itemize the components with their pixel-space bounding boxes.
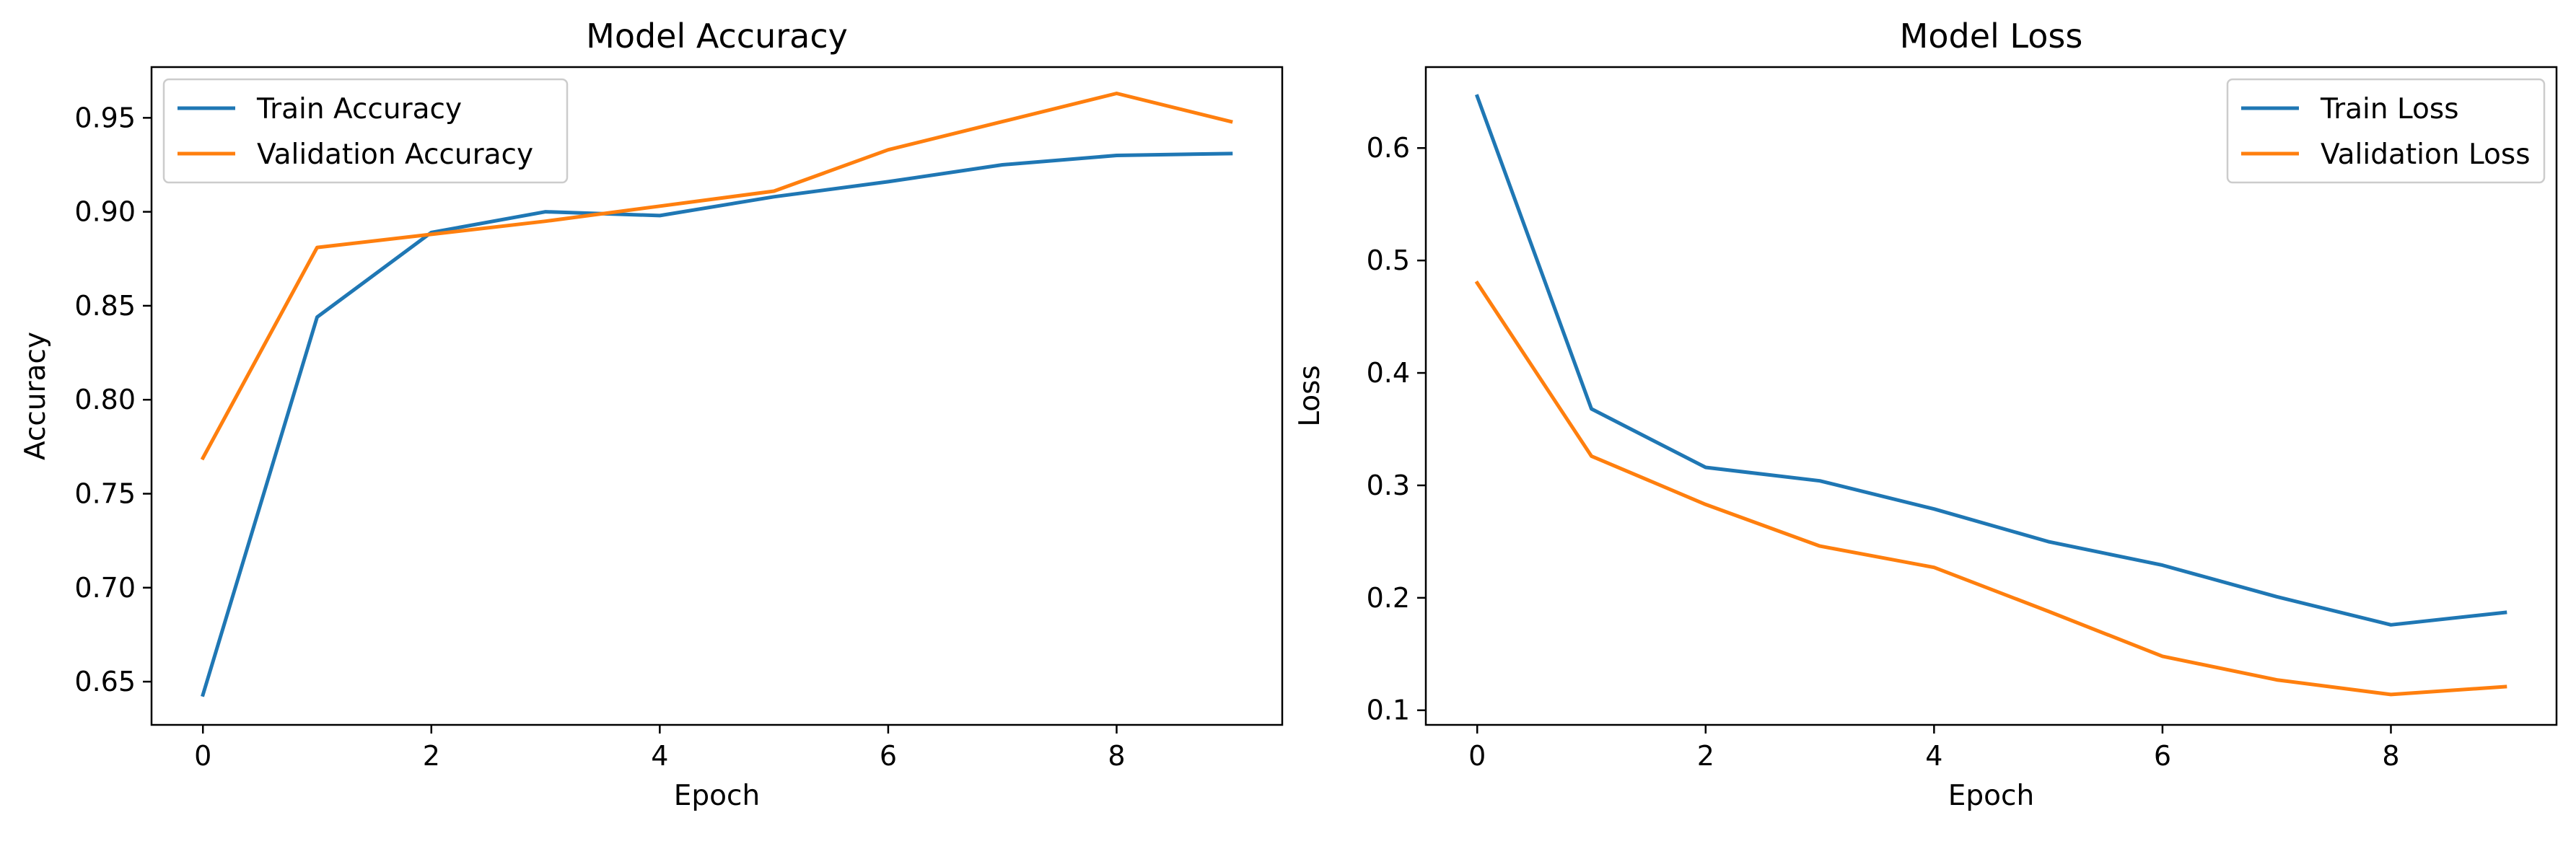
y-tick-label: 0.5 (1367, 245, 1410, 276)
y-tick-label: 0.1 (1367, 695, 1410, 726)
legend-entry-train-loss: Train Loss (2320, 93, 2459, 126)
y-tick-label: 0.95 (74, 102, 136, 133)
legend: Train Loss Validation Loss (2226, 78, 2546, 184)
y-tick-label: 0.90 (74, 196, 136, 228)
x-axis-label: Epoch (1948, 780, 2034, 812)
series-line-validation-loss (1474, 280, 2507, 697)
legend-box (2226, 78, 2546, 184)
y-tick-label: 0.4 (1367, 357, 1410, 389)
legend: Train Accuracy Validation Accuracy (162, 78, 569, 184)
x-tick-label: 6 (880, 740, 897, 772)
y-tick-label: 0.80 (74, 384, 136, 415)
x-tick-label: 4 (651, 740, 668, 772)
chart-panel-1: 0 2 4 6 8 0.65 0.70 0.75 0.80 0.85 0.90 0.95 Model A… (19, 17, 1284, 812)
y-tick-label: 0.2 (1367, 582, 1410, 614)
x-tick-label: 4 (1925, 740, 1942, 772)
series-line-validation-accuracy (200, 92, 1233, 461)
x-tick-label: 0 (194, 740, 211, 772)
x-tick-label: 0 (1468, 740, 1486, 772)
legend-entry-validation-accuracy: Validation Accuracy (257, 138, 533, 171)
series-line-train-accuracy (201, 151, 1233, 697)
series-line-train-loss (1474, 94, 2507, 627)
x-tick-label: 6 (2154, 740, 2171, 772)
y-axis-label: Loss (1294, 365, 1326, 427)
x-tick-label: 2 (423, 740, 440, 772)
x-tick-label: 2 (1697, 740, 1714, 772)
x-tick-label: 8 (2382, 740, 2399, 772)
chart-title: Model Loss (1900, 17, 2083, 56)
y-tick-label: 0.65 (74, 666, 136, 697)
y-axis-label: Accuracy (19, 332, 52, 460)
y-tick-label: 0.75 (74, 477, 136, 509)
y-tick-label: 0.6 (1367, 132, 1410, 164)
y-tick-label: 0.70 (74, 572, 136, 604)
y-tick-label: 0.85 (74, 290, 136, 322)
legend-box (162, 78, 569, 184)
legend-entry-validation-loss: Validation Loss (2321, 138, 2531, 171)
axes-frame (1424, 66, 2558, 726)
chart-title: Model Accuracy (586, 17, 848, 56)
legend-entry-train-accuracy: Train Accuracy (256, 93, 462, 126)
x-tick-label: 8 (1108, 740, 1125, 772)
chart-panel-2: 0 2 4 6 8 0.1 0.2 0.3 0.4 0.5 0.6 Model Loss Epoch Lo… (1294, 17, 2558, 812)
axes-frame (150, 66, 1284, 726)
x-axis-label: Epoch (674, 780, 760, 812)
y-tick-label: 0.3 (1367, 470, 1410, 501)
